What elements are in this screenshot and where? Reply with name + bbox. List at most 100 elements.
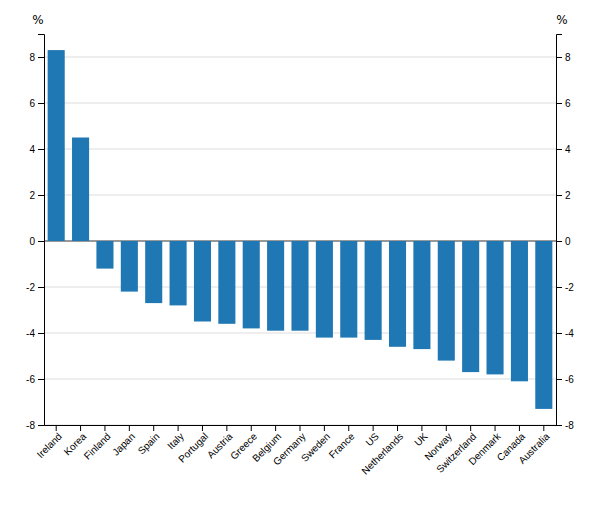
grid-line [44, 195, 556, 196]
bar [365, 241, 382, 340]
tick-label: 8 [565, 52, 571, 63]
tick-label: -6 [565, 374, 574, 385]
tick: -2 [26, 282, 44, 293]
tick: -8 [26, 420, 44, 431]
tick-mark [178, 425, 179, 431]
tick: Switzerland [434, 425, 478, 475]
y-axis-label: % [32, 13, 43, 27]
bar [340, 241, 357, 338]
tick: Netherlands [359, 425, 405, 477]
tick: Australia [516, 425, 552, 466]
tick-mark [556, 287, 562, 288]
tick-label: Netherlands [359, 431, 405, 477]
tick: Spain [136, 425, 162, 457]
tick: 4 [556, 144, 571, 155]
tick-mark [38, 379, 44, 380]
tick-mark [251, 425, 252, 431]
tick-mark [80, 425, 81, 431]
tick-label: UK [412, 430, 430, 448]
bar [96, 241, 113, 269]
tick: -8 [556, 420, 574, 431]
tick-label: 2 [565, 190, 571, 201]
tick: Japan [110, 425, 137, 458]
tick: -4 [26, 328, 44, 339]
tick-label: 4 [565, 144, 571, 155]
tick-mark [38, 287, 44, 288]
tick: 0 [29, 236, 44, 247]
tick: 0 [556, 236, 571, 247]
tick: -4 [556, 328, 574, 339]
tick-mark [300, 425, 301, 431]
tick-mark [324, 425, 325, 431]
tick: US [363, 425, 381, 448]
tick-mark [543, 425, 544, 431]
tick-mark [38, 149, 44, 150]
bar [413, 241, 430, 349]
tick-mark [556, 241, 562, 242]
tick-label: US [363, 430, 381, 448]
bar [170, 241, 187, 305]
bar [145, 241, 162, 303]
grid-line [44, 103, 556, 104]
tick-mark [202, 425, 203, 431]
bars [48, 50, 553, 409]
plot: -8 -6 -4 -2 0 2 4 6 8 -8 -6 -4 -2 0 2 4 6 8 IrelandKoreaFi… [26, 35, 574, 477]
tick-label: Sweden [299, 431, 332, 464]
tick-label: Portugal [176, 431, 210, 465]
tick-mark [38, 425, 44, 426]
tick: Finland [82, 425, 113, 462]
tick-label: 4 [29, 144, 35, 155]
tick-label: -2 [26, 282, 35, 293]
tick-label: Australia [516, 430, 552, 466]
tick-label: Japan [110, 431, 137, 458]
bar [243, 241, 260, 328]
tick-mark [495, 425, 496, 431]
tick: 8 [29, 52, 44, 63]
tick-label: 6 [565, 98, 571, 109]
tick-label: -6 [26, 374, 35, 385]
bar [291, 241, 308, 331]
bar [48, 50, 65, 241]
tick-mark [446, 425, 447, 431]
tick-mark [556, 149, 562, 150]
tick-label: 2 [29, 190, 35, 201]
tick-mark [556, 333, 562, 334]
tick-label: -8 [565, 420, 574, 431]
tick-mark [556, 57, 562, 58]
tick-mark [397, 425, 398, 431]
tick: -2 [556, 282, 574, 293]
tick-mark [153, 425, 154, 431]
tick-label: Ireland [35, 431, 64, 460]
tick-label: Spain [136, 431, 162, 457]
y2-axis-label: % [556, 13, 567, 27]
tick: 6 [29, 98, 44, 109]
tick: 4 [29, 144, 44, 155]
y2-axis: -8 -6 -4 -2 0 2 4 6 8 [556, 35, 574, 431]
tick-mark [470, 425, 471, 431]
grid-line [44, 379, 556, 380]
tick-mark [38, 103, 44, 104]
tick-mark [104, 425, 105, 431]
bar [267, 241, 284, 331]
tick-mark [519, 425, 520, 431]
tick-label: 8 [29, 52, 35, 63]
tick: Ireland [35, 425, 64, 460]
tick-label: Finland [82, 431, 113, 462]
tick: Portugal [176, 425, 210, 465]
tick: Sweden [299, 425, 332, 464]
tick-mark [129, 425, 130, 431]
tick-mark [56, 425, 57, 431]
tick-label: 6 [29, 98, 35, 109]
tick-label: 0 [565, 236, 571, 247]
tick: Germany [271, 425, 308, 468]
tick-mark [275, 425, 276, 431]
grid-line [44, 57, 556, 58]
bar [218, 241, 235, 324]
tick: -6 [556, 374, 574, 385]
bar [121, 241, 138, 292]
tick: 8 [556, 52, 571, 63]
x-axis: IrelandKoreaFinlandJapanSpainItalyPortug… [35, 425, 557, 477]
tick-mark [226, 425, 227, 431]
tick: 6 [556, 98, 571, 109]
tick: Italy [165, 425, 186, 451]
